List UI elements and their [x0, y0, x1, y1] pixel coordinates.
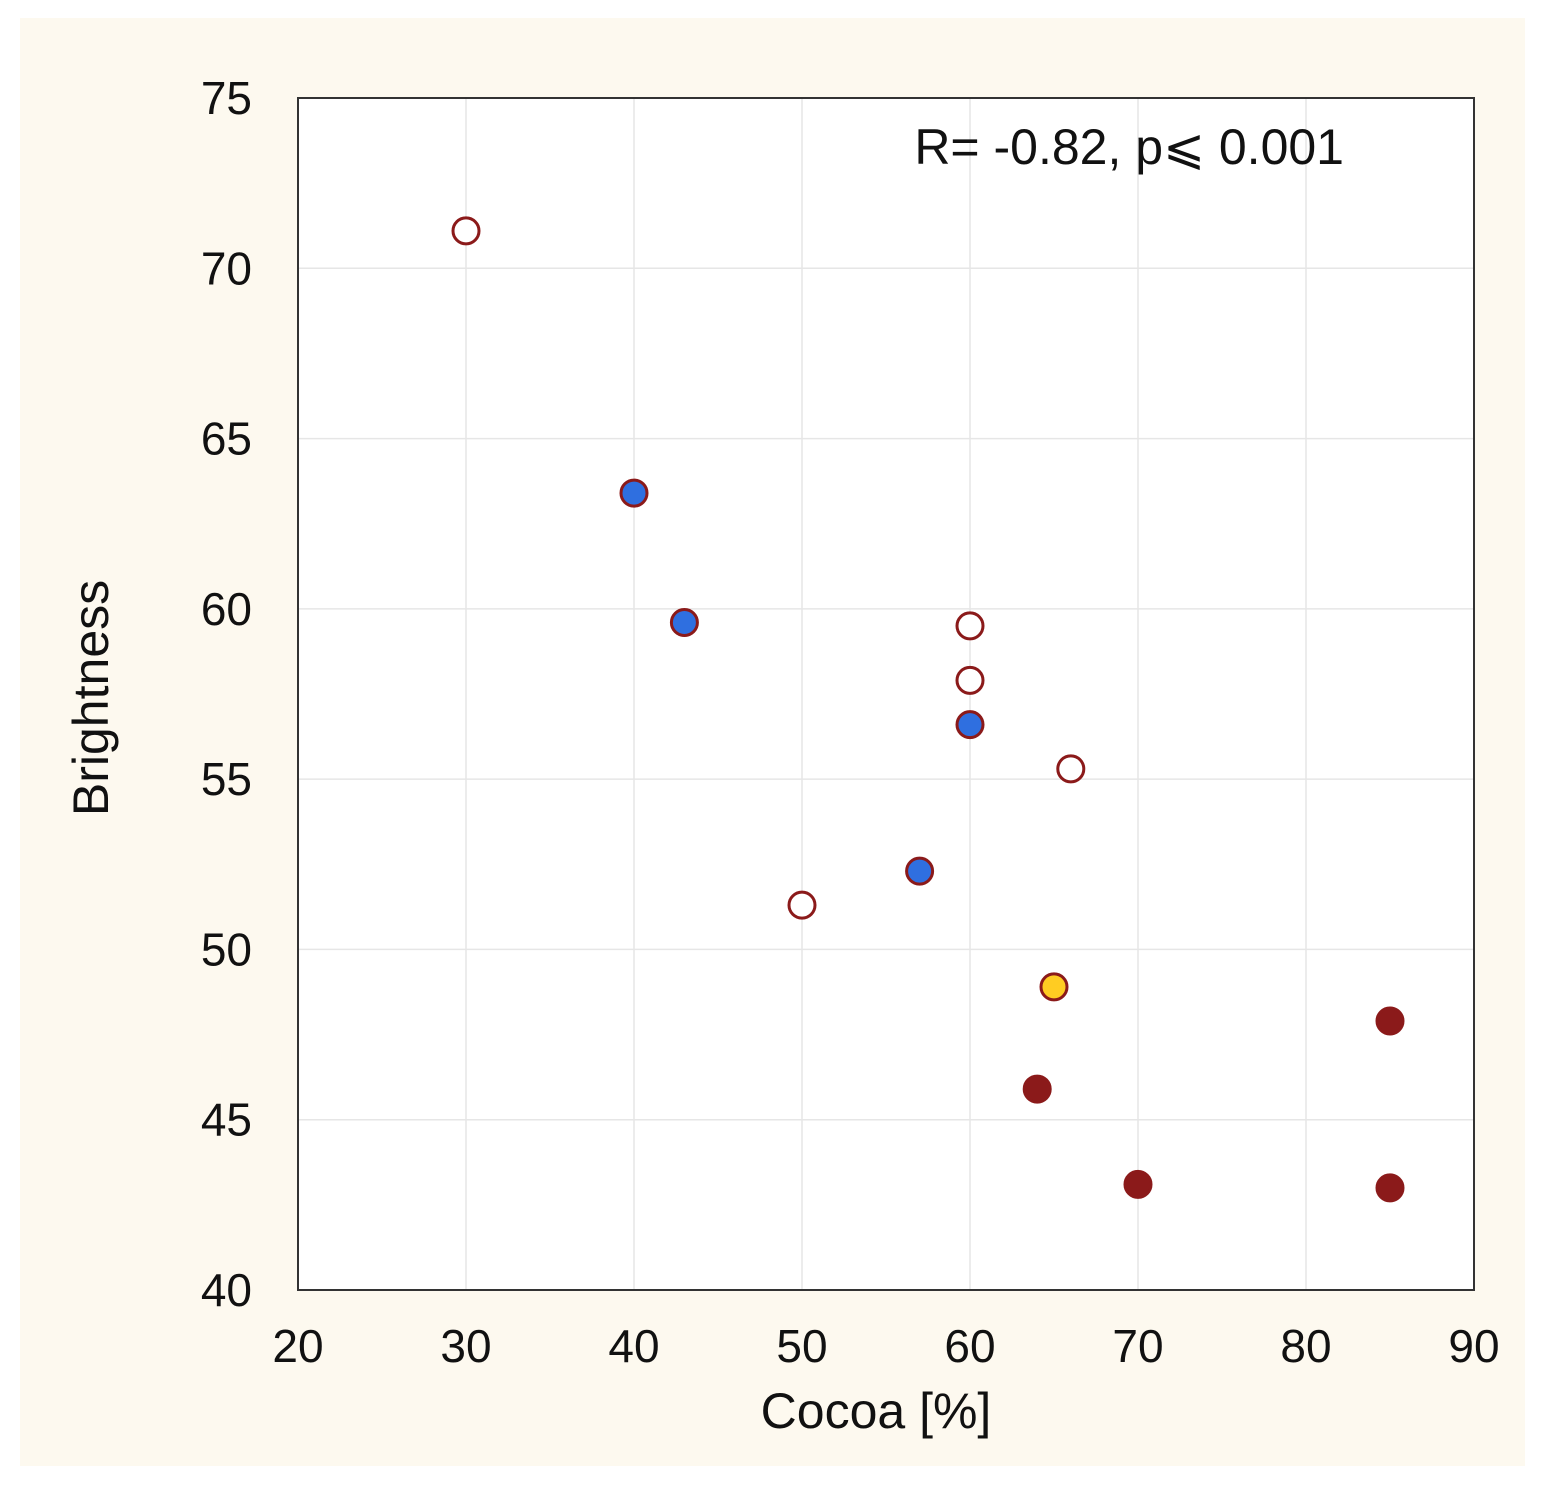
y-axis-title: Brightness: [63, 580, 119, 816]
data-point-blue: [619, 478, 649, 508]
x-tick-label: 20: [272, 1320, 323, 1372]
data-point-blue: [905, 856, 935, 886]
y-tick-label: 40: [201, 1264, 252, 1316]
correlation-annotation: R= -0.82, p⩽ 0.001: [914, 119, 1344, 175]
x-tick-label: 90: [1448, 1320, 1499, 1372]
y-tick-label: 60: [201, 583, 252, 635]
data-point-dark: [1022, 1074, 1052, 1104]
data-point-dark: [1123, 1169, 1153, 1199]
x-tick-label: 60: [944, 1320, 995, 1372]
data-point-open: [955, 665, 985, 695]
data-point-blue: [955, 710, 985, 740]
data-point-dark: [1375, 1006, 1405, 1036]
data-point-blue: [669, 607, 699, 637]
data-point-open: [451, 216, 481, 246]
data-point-open: [787, 890, 817, 920]
y-tick-label: 45: [201, 1094, 252, 1146]
x-tick-label: 80: [1280, 1320, 1331, 1372]
x-tick-label: 70: [1112, 1320, 1163, 1372]
data-point-yellow: [1039, 972, 1069, 1002]
scatter-chart: 20 30 40 50 60 70 80 90 40 45 50 55 60 65 70 75 R= -0.…: [20, 18, 1525, 1466]
data-points: [451, 216, 1405, 1203]
x-tick-label: 40: [608, 1320, 659, 1372]
x-tick-labels: 20 30 40 50 60 70 80 90: [272, 1320, 1499, 1372]
plot-area: [298, 98, 1474, 1290]
y-tick-label: 50: [201, 923, 252, 975]
data-point-open: [955, 611, 985, 641]
x-tick-label: 50: [776, 1320, 827, 1372]
y-tick-labels: 40 45 50 55 60 65 70 75: [201, 72, 252, 1316]
plot-frame: [297, 97, 1475, 1291]
data-point-open: [1056, 754, 1086, 784]
x-tick-label: 30: [440, 1320, 491, 1372]
y-tick-label: 55: [201, 753, 252, 805]
figure: 20 30 40 50 60 70 80 90 40 45 50 55 60 65 70 75 R= -0.…: [20, 18, 1525, 1466]
y-tick-label: 75: [201, 72, 252, 124]
x-axis-title: Cocoa [%]: [761, 1383, 992, 1439]
data-point-dark: [1375, 1173, 1405, 1203]
y-tick-label: 70: [201, 242, 252, 294]
y-tick-label: 65: [201, 413, 252, 465]
